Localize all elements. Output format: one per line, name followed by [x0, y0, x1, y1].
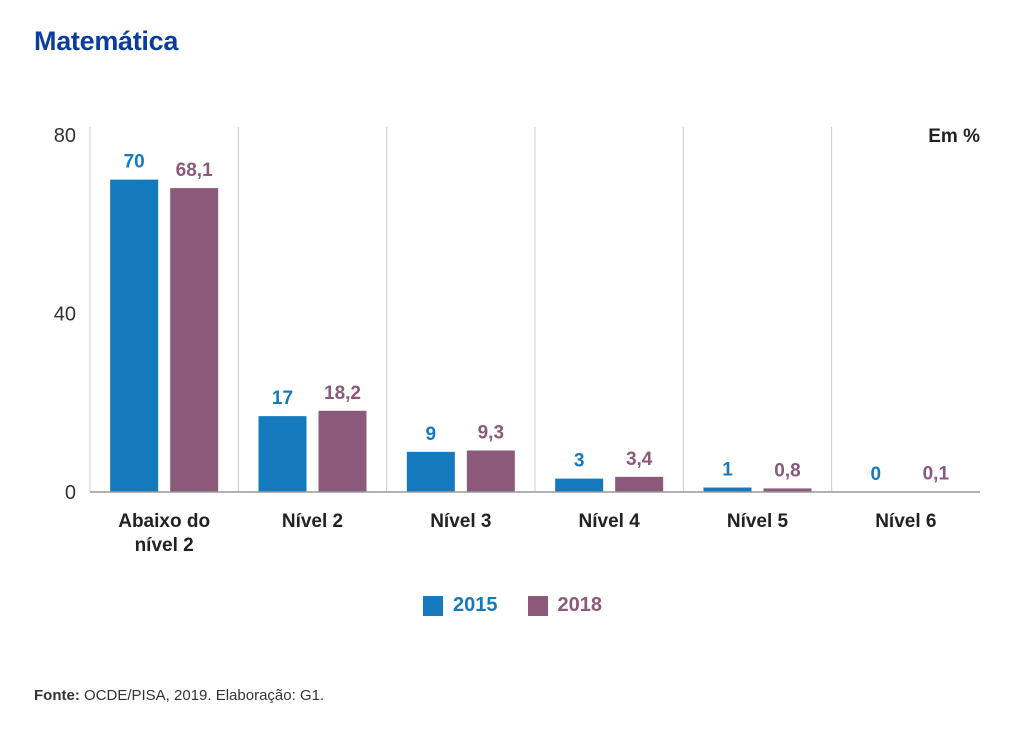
- data-label-2018-0: 68,1: [176, 160, 213, 181]
- x-tick-label: Nível 6: [875, 511, 936, 532]
- data-label-2015-1: 17: [272, 388, 293, 409]
- bar-2018-3: [615, 476, 664, 492]
- x-tick-label: Nível 5: [727, 511, 789, 532]
- source-note: Fonte: OCDE/PISA, 2019. Elaboração: G1.: [34, 687, 324, 704]
- data-label-2015-2: 9: [426, 424, 437, 445]
- y-tick-label: 40: [54, 304, 76, 326]
- bar-2015-3: [555, 478, 604, 492]
- legend: 2015 2018: [423, 594, 632, 617]
- bar-2015-1: [258, 416, 307, 492]
- data-label-2015-4: 1: [722, 460, 733, 481]
- data-label-2015-3: 3: [574, 451, 585, 472]
- data-label-2018-2: 9,3: [478, 422, 504, 443]
- data-label-2018-5: 0,1: [923, 464, 950, 485]
- x-tick-label: Abaixo do: [118, 511, 210, 532]
- data-label-2018-3: 3,4: [626, 449, 653, 470]
- bar-2018-2: [466, 450, 515, 492]
- legend-swatch-2015: [423, 595, 443, 616]
- chart-title: Matemática: [34, 26, 179, 56]
- legend-item-2015: 2015: [423, 594, 498, 617]
- y-tick-label: 80: [54, 125, 76, 147]
- source-label: Fonte:: [34, 687, 80, 704]
- x-tick-label: Nível 3: [430, 511, 491, 532]
- data-label-2018-1: 18,2: [324, 383, 361, 404]
- legend-label-2015: 2015: [453, 594, 498, 616]
- data-label-2015-0: 70: [124, 152, 145, 173]
- data-label-2015-5: 0: [871, 464, 882, 485]
- bar-2015-0: [110, 179, 159, 492]
- unit-label: Em %: [928, 126, 980, 147]
- y-tick-label: 0: [65, 482, 76, 504]
- legend-swatch-2018: [527, 595, 548, 616]
- bar-2015-4: [703, 487, 752, 492]
- bar-2015-2: [406, 451, 455, 492]
- x-tick-label: nível 2: [135, 535, 194, 556]
- data-label-2018-4: 0,8: [774, 460, 800, 481]
- bar-2018-4: [763, 488, 812, 492]
- x-tick-label: Nível 4: [579, 511, 641, 532]
- legend-label-2018: 2018: [557, 594, 603, 616]
- source-text: OCDE/PISA, 2019. Elaboração: G1.: [79, 687, 325, 704]
- legend-item-2018: 2018: [527, 594, 603, 617]
- bar-2018-0: [170, 188, 219, 492]
- bar-2018-1: [318, 410, 367, 492]
- x-tick-label: Nível 2: [282, 511, 343, 532]
